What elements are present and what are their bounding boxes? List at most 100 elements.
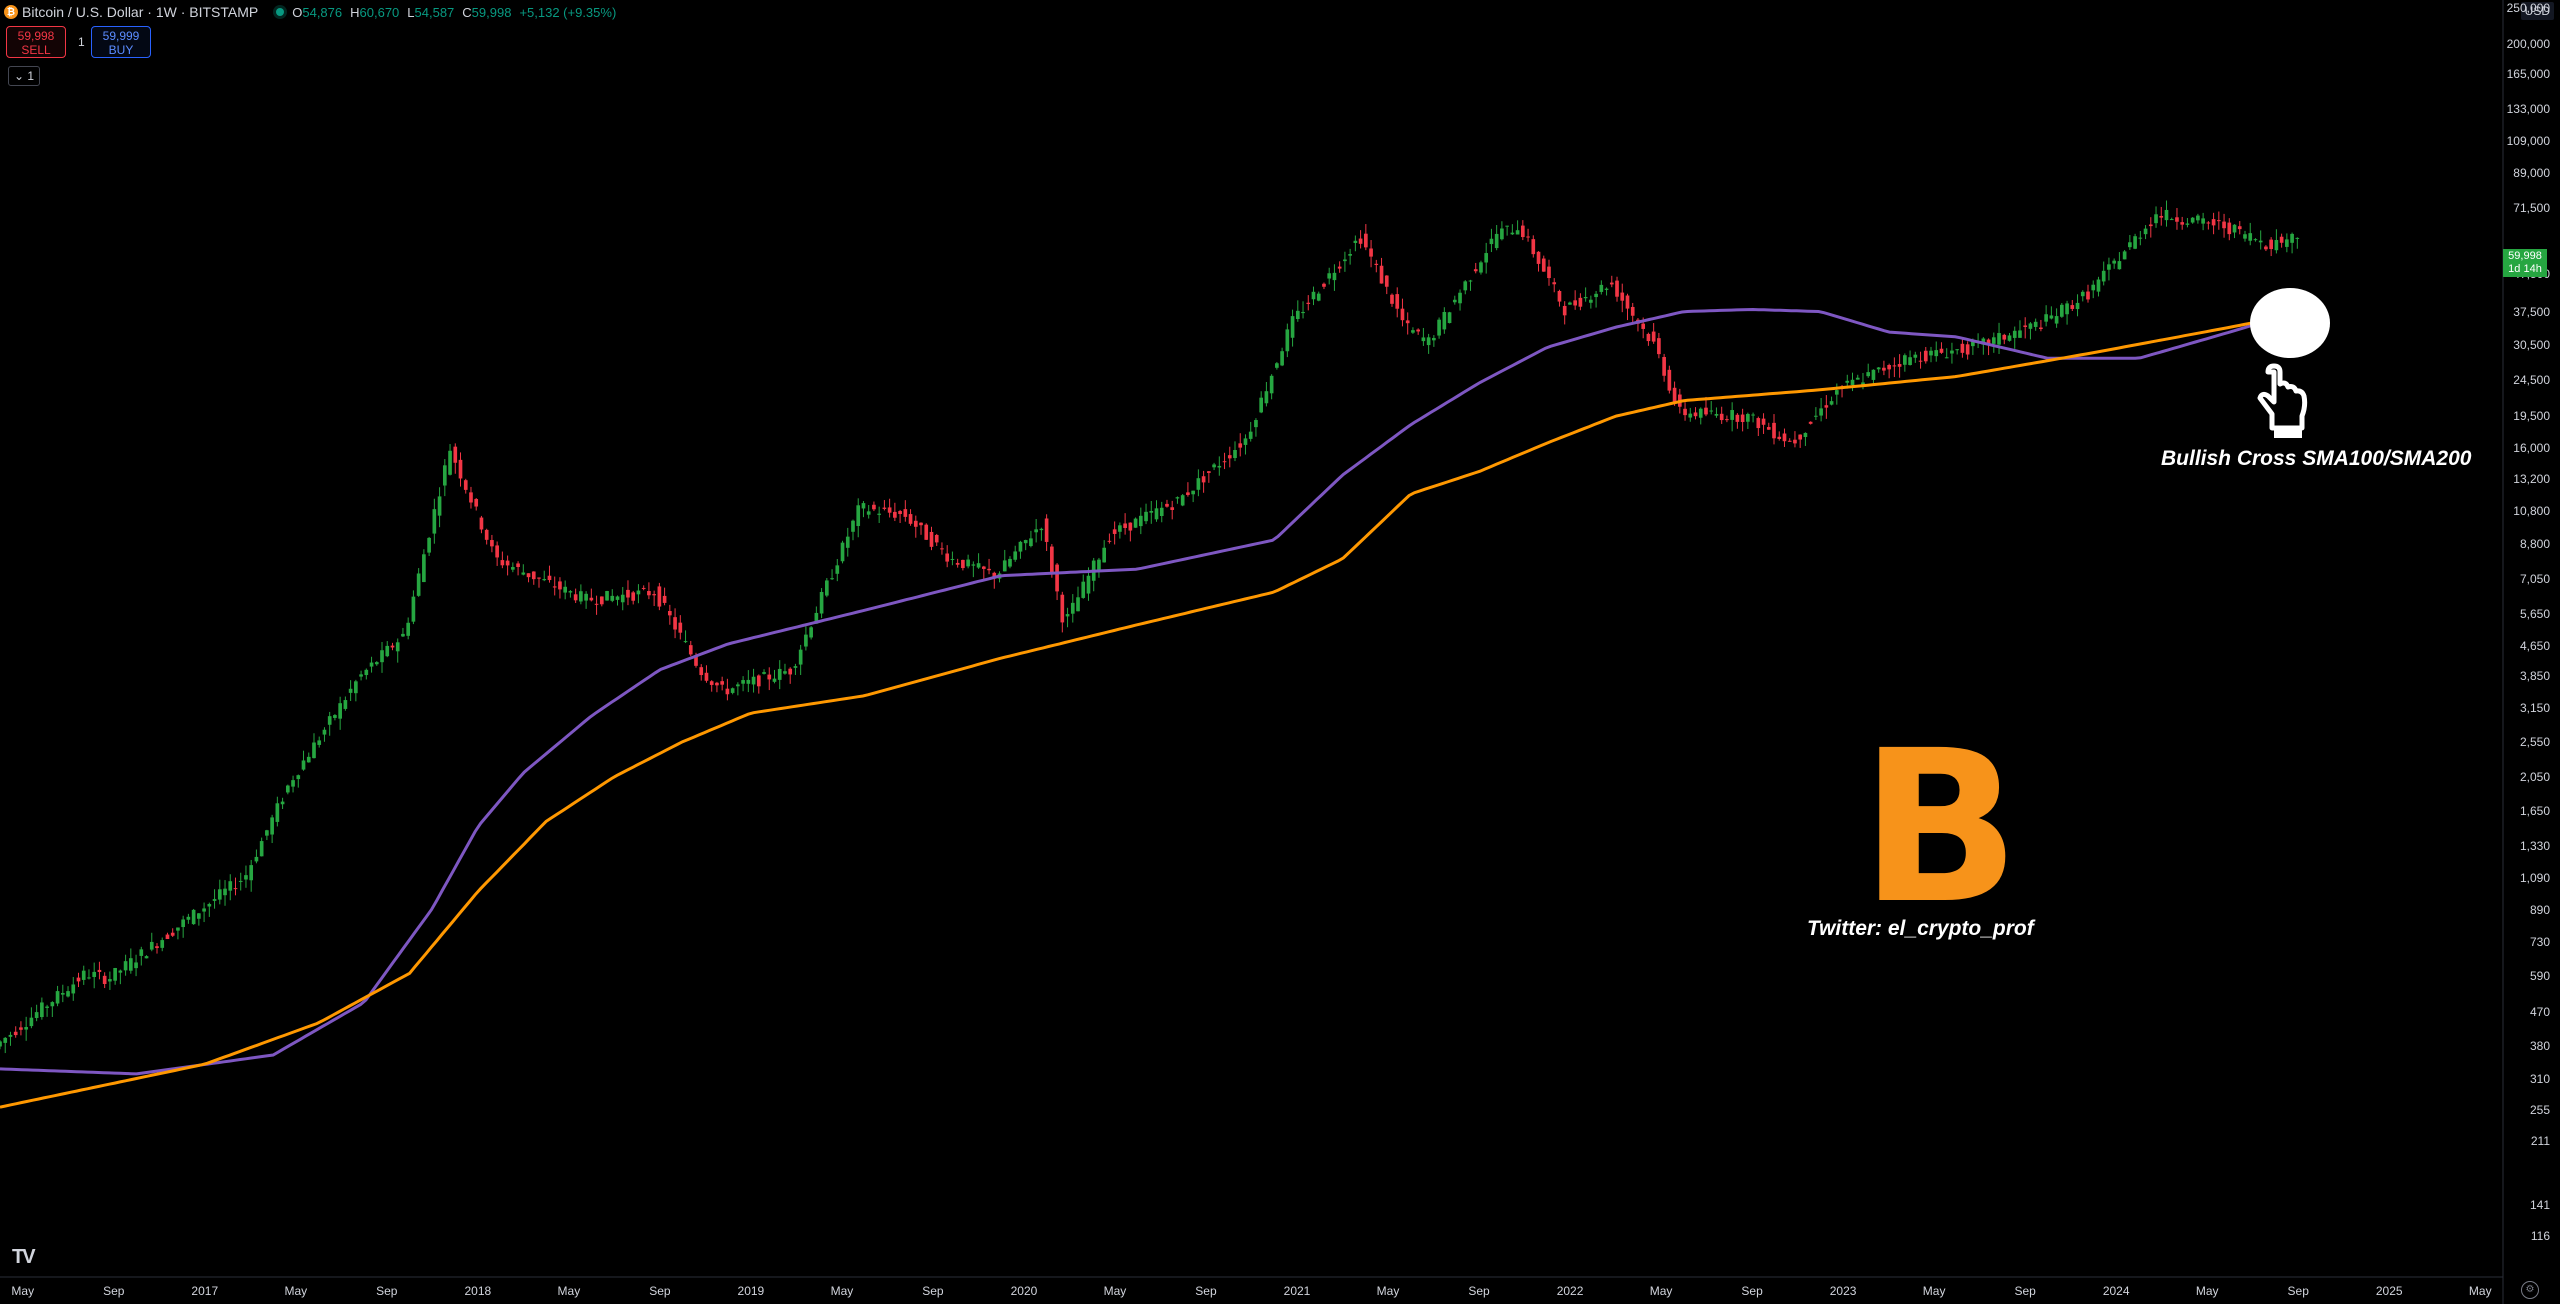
candle-body bbox=[804, 634, 808, 647]
candle-body bbox=[657, 586, 662, 607]
candle-body bbox=[1625, 295, 1630, 309]
candle-body bbox=[1683, 408, 1687, 416]
spread-value: 1 bbox=[78, 35, 85, 49]
candle-body bbox=[929, 531, 934, 547]
candle-body bbox=[249, 865, 254, 881]
candle-body bbox=[2175, 217, 2179, 222]
candle-body bbox=[736, 684, 740, 687]
candle-body bbox=[1808, 421, 1813, 424]
candle-body bbox=[181, 919, 185, 928]
candle-body bbox=[1510, 232, 1515, 235]
candle-body bbox=[490, 540, 494, 547]
sell-button[interactable]: 59,998 SELL bbox=[6, 26, 66, 58]
candle-body bbox=[2065, 303, 2069, 315]
candle-body bbox=[966, 559, 970, 567]
candle-body bbox=[1259, 397, 1264, 413]
price-axis-label: 10,800 bbox=[2513, 503, 2550, 518]
candle-body bbox=[217, 889, 222, 900]
candle-body bbox=[92, 971, 97, 978]
candle-body bbox=[1965, 344, 1970, 355]
candle-body bbox=[1777, 436, 1782, 439]
candle-body bbox=[364, 669, 369, 676]
price-axis-label: 165,000 bbox=[2506, 67, 2550, 82]
candle-body bbox=[1479, 262, 1483, 273]
candle-body bbox=[1306, 302, 1311, 304]
candle-body bbox=[123, 961, 128, 971]
candle-body bbox=[128, 958, 133, 971]
candle-body bbox=[1275, 363, 1279, 368]
candle-body bbox=[1944, 357, 1949, 359]
candle-body bbox=[1641, 323, 1646, 329]
candle-body bbox=[495, 545, 499, 558]
sell-price: 59,998 bbox=[17, 29, 55, 43]
candle-body bbox=[641, 587, 646, 589]
candle-body bbox=[1217, 465, 1222, 468]
candle-body bbox=[1081, 581, 1086, 598]
time-axis-label: Sep bbox=[1195, 1284, 1217, 1298]
candle-body bbox=[374, 662, 379, 665]
candle-body bbox=[1013, 551, 1018, 560]
candle-body bbox=[866, 511, 871, 515]
price-axis-label: 116 bbox=[2530, 1229, 2550, 1244]
settings-icon[interactable]: ⚙ bbox=[2521, 1281, 2539, 1299]
price-axis-label: 255 bbox=[2529, 1103, 2550, 1118]
candle-body bbox=[1149, 510, 1154, 513]
candle-body bbox=[275, 803, 280, 822]
candle-body bbox=[244, 875, 248, 880]
candle-body bbox=[573, 594, 578, 601]
price-axis-label: 37,500 bbox=[2513, 304, 2550, 319]
candle-body bbox=[2237, 226, 2242, 230]
price-axis-label: 19,500 bbox=[2513, 409, 2550, 424]
candle-body bbox=[359, 674, 363, 677]
ohlc-high: H60,670 bbox=[350, 4, 400, 20]
candle-body bbox=[615, 596, 620, 600]
candle-body bbox=[678, 622, 683, 633]
candle-body bbox=[1725, 419, 1729, 421]
candle-body bbox=[1541, 258, 1546, 272]
candle-body bbox=[605, 591, 609, 601]
time-axis-label: May bbox=[1103, 1284, 1127, 1298]
candle-body bbox=[71, 984, 76, 994]
candle-body bbox=[898, 511, 902, 515]
candle-body bbox=[715, 682, 719, 686]
indicator-collapse-button[interactable]: ⌄ 1 bbox=[8, 66, 40, 86]
candle-body bbox=[270, 817, 274, 835]
time-axis-label: Sep bbox=[1468, 1284, 1490, 1298]
candle-body bbox=[291, 780, 295, 787]
candle-body bbox=[1955, 349, 1960, 351]
candle-body bbox=[1008, 558, 1012, 567]
candle-body bbox=[1374, 263, 1379, 266]
price-axis-label: 1,090 bbox=[2519, 870, 2550, 885]
candle-body bbox=[2002, 334, 2007, 340]
candle-body bbox=[1688, 413, 1693, 418]
candle-body bbox=[2279, 236, 2284, 243]
symbol-title[interactable]: Bitcoin / U.S. Dollar · 1W · BITSTAMP bbox=[22, 4, 259, 20]
candle-body bbox=[1578, 297, 1583, 307]
buy-button[interactable]: 59,999 BUY bbox=[91, 26, 151, 58]
candle-body bbox=[139, 949, 144, 956]
candle-body bbox=[1573, 300, 1577, 306]
candle-body bbox=[2007, 335, 2012, 341]
candle-body bbox=[1866, 372, 1871, 377]
candle-body bbox=[2143, 228, 2148, 235]
candle-body bbox=[427, 537, 431, 553]
candle-body bbox=[228, 881, 233, 891]
candle-body bbox=[1186, 492, 1190, 495]
tradingview-logo-icon[interactable]: TV bbox=[12, 1246, 36, 1268]
candle-body bbox=[2075, 302, 2080, 310]
candle-body bbox=[463, 480, 468, 490]
candle-body bbox=[2264, 246, 2268, 250]
candle-body bbox=[1405, 320, 1410, 324]
candle-body bbox=[1793, 439, 1797, 444]
candle-body bbox=[1029, 538, 1033, 547]
currency-selector[interactable]: USD bbox=[2520, 2, 2554, 20]
candle-body bbox=[505, 560, 510, 566]
price-axis-label: 89,000 bbox=[2513, 166, 2550, 181]
symbol-header: ₿ Bitcoin / U.S. Dollar · 1W · BITSTAMP … bbox=[4, 2, 616, 22]
candle-body bbox=[333, 715, 337, 718]
candle-body bbox=[1044, 518, 1049, 542]
candle-body bbox=[950, 558, 955, 560]
candle-body bbox=[1400, 308, 1405, 321]
candle-body bbox=[1531, 239, 1536, 255]
